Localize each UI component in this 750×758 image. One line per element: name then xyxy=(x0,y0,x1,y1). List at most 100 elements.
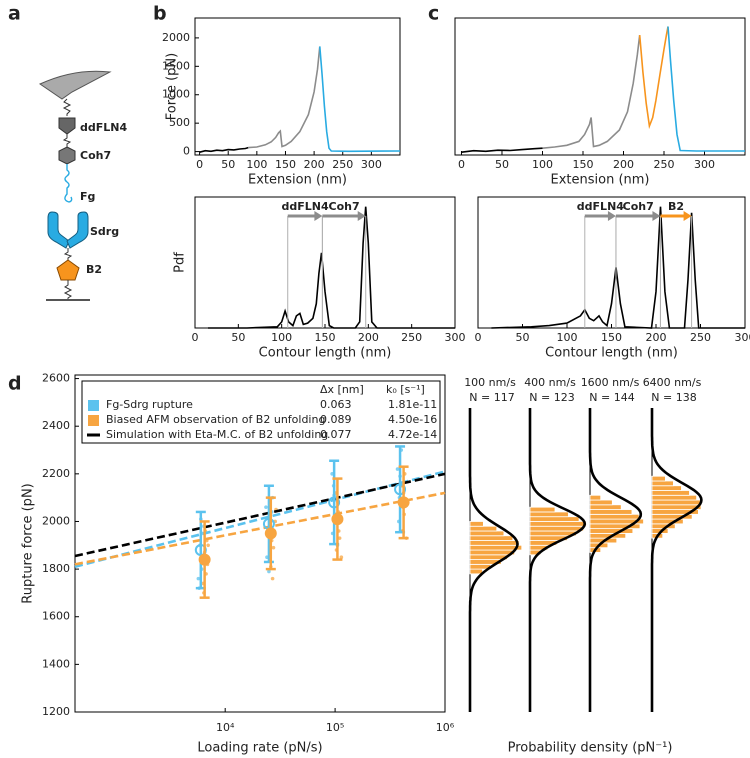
point xyxy=(267,569,271,574)
bar xyxy=(529,506,556,513)
x-tick-label: 0 xyxy=(192,331,199,344)
x-axis-label: Loading rate (pN/s) xyxy=(197,741,322,756)
bar xyxy=(469,568,483,575)
x-tick-label: 250 xyxy=(401,331,422,344)
mean-marker xyxy=(394,483,407,496)
x-tick-label: 0 xyxy=(196,158,203,171)
coh7-shape xyxy=(58,146,76,165)
legend-header: k₀ [s⁻¹] xyxy=(386,383,425,396)
x-tick-label: 150 xyxy=(275,158,296,171)
x-tick-label: 150 xyxy=(601,331,622,344)
x-tick-label: 200 xyxy=(304,158,325,171)
panel-label: d xyxy=(8,373,22,395)
x-tick-label: 50 xyxy=(516,331,530,344)
mean-marker xyxy=(264,527,277,540)
domain-label: Fg xyxy=(80,190,95,203)
x-tick-label: 300 xyxy=(735,331,750,344)
x-tick-label: 250 xyxy=(653,158,674,171)
x-tick-label: 150 xyxy=(572,158,593,171)
bar xyxy=(469,521,484,527)
bar xyxy=(469,525,498,532)
fit-curve xyxy=(528,408,587,712)
bar xyxy=(589,509,633,515)
legend-value: 4.72e-14 xyxy=(388,428,437,441)
panel-title: 6400 nm/s xyxy=(643,376,702,389)
x-tick-label: 200 xyxy=(646,331,667,344)
y-tick-label: 0 xyxy=(183,145,190,158)
fg-peptide xyxy=(64,164,73,203)
x-tick-label: 10⁴ xyxy=(216,721,235,734)
annotation-label: Coh7 xyxy=(329,200,360,213)
point xyxy=(271,545,276,550)
curve xyxy=(461,147,543,153)
mean-marker xyxy=(331,513,344,526)
curve xyxy=(638,26,669,130)
curve xyxy=(667,26,745,152)
bar xyxy=(529,511,569,518)
sdrg-shape xyxy=(47,211,70,249)
axes-frame xyxy=(194,17,401,156)
arrow-head xyxy=(314,211,323,221)
panel-title: 100 nm/s xyxy=(464,376,516,389)
curve xyxy=(248,46,321,149)
bar xyxy=(469,530,505,537)
domain-label: B2 xyxy=(86,263,102,276)
domain-label: Coh7 xyxy=(80,149,111,162)
fit-line xyxy=(74,472,446,558)
y-tick-label: 1400 xyxy=(42,657,70,670)
point xyxy=(395,467,400,471)
y-tick-label: 2000 xyxy=(42,514,70,527)
x-tick-label: 100 xyxy=(271,331,292,344)
x-tick-label: 250 xyxy=(332,158,353,171)
annotation-label: Coh7 xyxy=(623,200,654,213)
y-tick-label: 500 xyxy=(169,116,190,129)
curve xyxy=(542,35,641,149)
point xyxy=(206,543,210,548)
y-tick-label: 1800 xyxy=(42,562,70,575)
point xyxy=(270,576,275,581)
x-tick-label: 10⁵ xyxy=(326,721,344,734)
curve xyxy=(319,46,401,153)
domain-label: ddFLN4 xyxy=(80,121,127,134)
bar xyxy=(651,480,674,487)
ddfln4-shape xyxy=(58,117,76,135)
legend-value: 0.089 xyxy=(320,413,352,426)
legend-value: 4.50e-16 xyxy=(388,413,437,426)
x-axis-label: Extension (nm) xyxy=(248,173,347,188)
x-tick-label: 250 xyxy=(690,331,711,344)
x-tick-label: 50 xyxy=(495,158,509,171)
y-tick-label: 2200 xyxy=(42,467,70,480)
x-tick-label: 100 xyxy=(246,158,267,171)
x-tick-label: 150 xyxy=(315,331,336,344)
legend-value: 0.063 xyxy=(320,398,352,411)
bar xyxy=(589,494,602,501)
curve xyxy=(199,146,249,153)
bar xyxy=(589,513,640,520)
x-tick-label: 10⁶ xyxy=(436,721,455,734)
arrow-head xyxy=(683,211,692,221)
mean-marker xyxy=(198,553,211,566)
bar xyxy=(651,494,698,501)
x-tick-label: 300 xyxy=(361,158,382,171)
fit-curve xyxy=(468,408,519,712)
annotation-label: B2 xyxy=(668,200,684,213)
x-tick-label: 300 xyxy=(445,331,466,344)
bar xyxy=(529,525,584,532)
legend-header: Δx [nm] xyxy=(320,383,364,396)
fit-line xyxy=(74,491,446,566)
count-label: N = 117 xyxy=(469,391,514,404)
point xyxy=(264,505,268,509)
curve xyxy=(208,206,455,329)
legend-label: Biased AFM observation of B2 unfolding xyxy=(106,413,325,426)
linker xyxy=(62,98,72,116)
arrow-head xyxy=(652,211,661,221)
curve xyxy=(491,206,745,329)
y-tick-label: 2600 xyxy=(42,372,70,385)
y-axis-label: Force (pN) xyxy=(165,53,180,120)
x-tick-label: 300 xyxy=(694,158,715,171)
x-tick-label: 0 xyxy=(458,158,465,171)
x-axis-label: Contour length (nm) xyxy=(259,346,392,361)
legend-value: 0.077 xyxy=(320,428,352,441)
axes-frame xyxy=(454,17,746,156)
